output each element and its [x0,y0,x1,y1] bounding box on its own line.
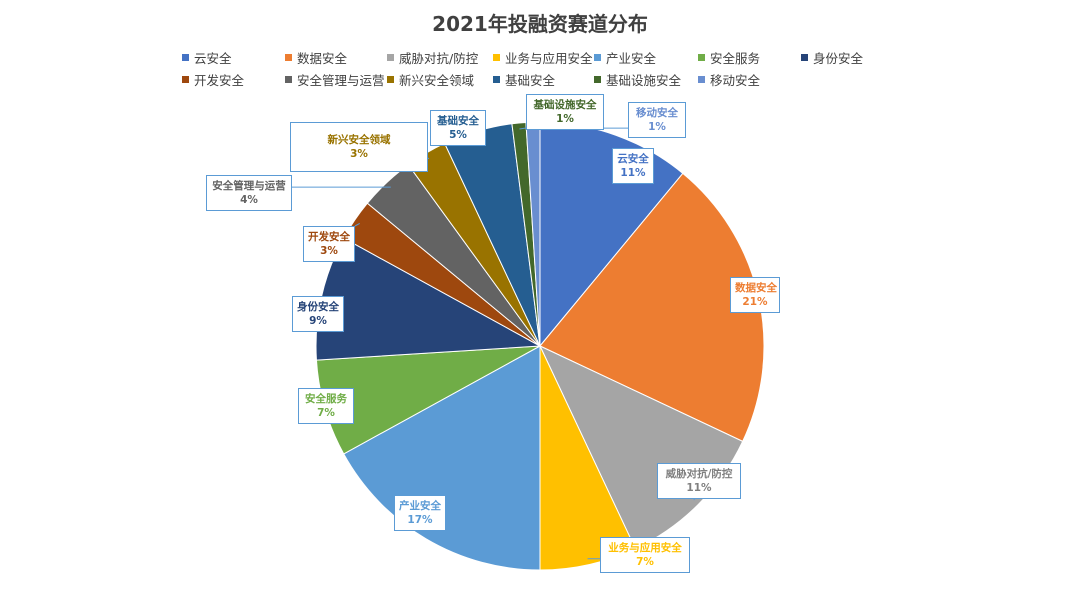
legend-swatch [182,76,189,83]
legend-item: 数据安全 [285,48,347,67]
data-label-value: 7% [317,407,335,419]
data-label: 数据安全 21% [730,277,780,313]
legend-item: 威胁对抗/防控 [387,48,478,67]
data-label: 基础设施安全 1% [526,94,604,130]
legend-swatch [387,54,394,61]
data-label: 移动安全 1% [628,102,686,138]
data-label-category: 业务与应用安全 [608,542,682,554]
data-label-category: 安全管理与运营 [212,180,286,192]
legend-item: 安全服务 [698,48,760,67]
legend-label: 安全管理与运营 [297,73,385,88]
data-label-category: 云安全 [617,153,649,165]
legend-label: 开发安全 [194,73,245,88]
data-label-category: 基础设施安全 [533,99,597,111]
data-label-category: 产业安全 [399,500,441,512]
leader-line [519,127,527,130]
data-label: 身份安全 9% [292,296,344,332]
legend-label: 数据安全 [297,51,348,66]
legend-label: 产业安全 [606,51,657,66]
data-label-value: 5% [449,129,467,141]
pie-slice [343,345,541,571]
data-label-category: 基础安全 [437,115,479,127]
legend-item: 产业安全 [594,48,656,67]
data-label: 安全管理与运营 4% [206,175,292,211]
legend-item: 云安全 [182,48,232,67]
data-label-category: 数据安全 [735,282,777,294]
legend-swatch [698,54,705,61]
chart-title: 2021年投融资赛道分布 [432,12,648,36]
data-label-value: 1% [648,121,666,133]
data-label-value: 4% [240,194,258,206]
legend-swatch [698,76,705,83]
legend-label: 基础安全 [505,73,556,88]
leader-line [354,223,360,227]
data-label-value: 3% [320,245,338,257]
legend-item: 业务与应用安全 [493,48,593,67]
legend-swatch [387,76,394,83]
data-label: 开发安全 3% [303,226,355,262]
data-label-value: 7% [636,556,654,568]
legend-label: 业务与应用安全 [505,51,593,66]
legend: 云安全 数据安全 威胁对抗/防控 业务与应用安全 产业安全 安全服务 身份安全 开发安全 安全… [182,48,882,92]
data-label: 云安全 11% [612,148,654,184]
data-label-category: 身份安全 [297,301,339,313]
legend-swatch [182,54,189,61]
legend-label: 身份安全 [813,51,864,66]
data-label-category: 安全服务 [305,393,347,405]
legend-item: 新兴安全领域 [387,70,474,89]
data-label-value: 11% [620,167,646,179]
data-label: 产业安全 17% [394,495,446,531]
legend-label: 安全服务 [710,51,761,66]
data-label: 新兴安全领域 3% [290,122,428,172]
data-label-category: 移动安全 [636,107,678,119]
legend-item: 基础安全 [493,70,555,89]
legend-swatch [493,54,500,61]
data-label-category: 威胁对抗/防控 [665,468,733,480]
data-label-value: 1% [556,113,574,125]
legend-item: 移动安全 [698,70,760,89]
legend-swatch [594,54,601,61]
data-label: 业务与应用安全 7% [600,537,690,573]
data-label-value: 21% [742,296,768,308]
legend-swatch [594,76,601,83]
legend-item: 开发安全 [182,70,244,89]
pie-slices [315,121,765,571]
legend-label: 威胁对抗/防控 [399,51,479,66]
legend-label: 新兴安全领域 [399,73,475,88]
legend-item: 基础设施安全 [594,70,681,89]
data-label-value: 3% [350,148,368,160]
data-label-category: 新兴安全领域 [327,134,391,146]
legend-label: 移动安全 [710,73,761,88]
data-label: 威胁对抗/防控 11% [657,463,741,499]
data-label: 基础安全 5% [430,110,486,146]
data-label: 安全服务 7% [298,388,354,424]
data-label-value: 9% [309,315,327,327]
legend-item: 身份安全 [801,48,863,67]
data-label-value: 11% [686,482,712,494]
legend-label: 基础设施安全 [606,73,682,88]
legend-swatch [493,76,500,83]
legend-swatch [285,54,292,61]
data-label-value: 17% [407,514,433,526]
data-label-category: 开发安全 [308,231,350,243]
legend-swatch [285,76,292,83]
legend-item: 安全管理与运营 [285,70,385,89]
legend-swatch [801,54,808,61]
legend-label: 云安全 [194,51,232,66]
